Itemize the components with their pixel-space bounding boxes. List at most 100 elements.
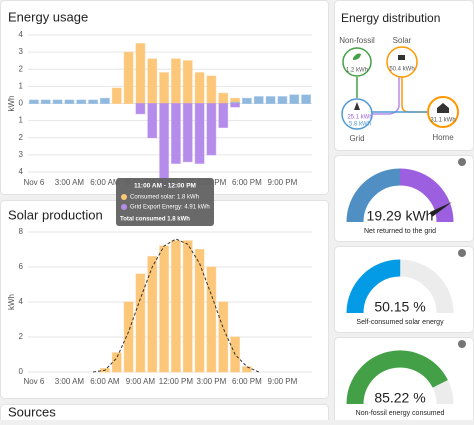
- bar: [301, 94, 311, 104]
- bar: [182, 240, 193, 373]
- bar: [242, 97, 252, 105]
- node: [341, 98, 373, 130]
- bar: [218, 103, 229, 128]
- bar: [242, 366, 252, 373]
- bar: [253, 96, 264, 105]
- y-tick-label: 2: [19, 133, 24, 142]
- x-tick-label: Nov 6: [23, 377, 44, 386]
- y-tick-label: 1: [19, 116, 24, 125]
- bar: [265, 96, 276, 105]
- bar: [76, 99, 87, 104]
- tooltip: 11:00 AM - 12:00 PM Consumed solar: 1.8 k…: [116, 178, 214, 226]
- axis-label: kWh: [7, 294, 16, 310]
- card-title: Energy distribution: [341, 11, 440, 25]
- bar: [100, 97, 110, 105]
- gauge-label: Non-fossil energy consumed: [356, 410, 445, 417]
- x-tick-label: 6:00 PM: [232, 377, 262, 386]
- bar: [206, 75, 217, 104]
- bar: [194, 249, 205, 373]
- bar: [135, 103, 146, 115]
- x-tick-label: 6:00 AM: [90, 178, 120, 187]
- bar: [171, 58, 181, 104]
- y-tick-label: 4: [19, 167, 24, 176]
- node-label: Solar: [393, 36, 412, 45]
- bar: [289, 94, 300, 104]
- grid-export: 25.1 kWh: [347, 115, 372, 121]
- y-tick-label: 0: [19, 99, 24, 108]
- icons: [354, 55, 449, 113]
- bar: [230, 97, 240, 103]
- x-tick-label: 9:00 AM: [126, 377, 156, 386]
- x-tick-label: 6:00 PM: [232, 178, 262, 187]
- x-tick-label: 3:00 AM: [55, 377, 85, 386]
- x-tick-label: 9:00 PM: [268, 178, 298, 187]
- gauge-needle: [430, 202, 452, 217]
- bar: [40, 99, 51, 104]
- axis-label: kWh: [7, 96, 16, 112]
- bar: [277, 96, 288, 105]
- gauge-label: Net returned to the grid: [364, 228, 436, 235]
- info-icon: [458, 340, 466, 348]
- bar: [29, 99, 39, 104]
- bar: [194, 103, 205, 164]
- info-icon: [458, 249, 466, 257]
- bar: [182, 60, 193, 104]
- bar: [218, 92, 229, 104]
- bar: [171, 240, 181, 373]
- gauge-text: 50.15 %: [374, 299, 425, 315]
- gauge-import: [346, 168, 401, 223]
- card-title: Solar production: [8, 207, 103, 222]
- y-tick-label: 0: [19, 367, 24, 376]
- node-value: 31.1 kWh: [430, 118, 455, 124]
- bar: [206, 266, 217, 373]
- info-icon: [458, 158, 466, 166]
- gauge-text: 85.22 %: [374, 390, 425, 406]
- bar: [147, 103, 158, 139]
- gauge-text: 19.29 kWh: [367, 208, 434, 224]
- swatch: [121, 194, 127, 200]
- card-title: Sources: [8, 404, 56, 419]
- grid-import: 5.8 kWh: [349, 122, 371, 128]
- y-tick-label: 8: [19, 227, 24, 236]
- bar: [182, 103, 193, 163]
- bar: [111, 87, 122, 105]
- x-tick-label: 3:00 AM: [55, 178, 85, 187]
- x-tick-label: 9:00 PM: [268, 377, 298, 386]
- bar: [230, 103, 240, 108]
- node: [386, 46, 418, 78]
- gauge-value: [346, 350, 448, 405]
- bar: [159, 103, 169, 189]
- y-tick-label: 3: [19, 47, 24, 56]
- bar: [194, 72, 205, 105]
- tooltip-total: Total consumed 1.8 kWh: [120, 217, 190, 223]
- bar: [111, 352, 122, 373]
- bar: [88, 99, 98, 104]
- node-value: 1.2 kWh: [346, 68, 368, 74]
- y-tick-label: 4: [19, 30, 24, 39]
- y-tick-label: 6: [19, 262, 24, 271]
- tooltip-title: 11:00 AM - 12:00 PM: [134, 183, 196, 190]
- tooltip-box: [116, 178, 214, 226]
- bar: [159, 72, 169, 105]
- gauge-export: [399, 168, 454, 223]
- bar: [135, 273, 146, 373]
- gauge-value: [346, 259, 401, 314]
- tooltip-line: Consumed solar: 1.8 kWh: [130, 195, 199, 201]
- gauge-label: Self-consumed solar energy: [356, 319, 444, 326]
- bar: [147, 256, 158, 373]
- x-tick-label: 6:00 AM: [90, 377, 120, 386]
- bar: [135, 43, 146, 104]
- bar: [123, 51, 134, 104]
- y-tick-label: 3: [19, 150, 24, 159]
- bar: [159, 245, 169, 373]
- bar: [147, 58, 158, 104]
- tooltip-line: Grid Export Energy: 4.91 kWh: [130, 205, 210, 211]
- leaf-icon: [353, 53, 361, 60]
- x-tick-label: Nov 6: [23, 178, 44, 187]
- x-tick-label: 12:00 PM: [159, 377, 194, 386]
- card-title: Energy usage: [8, 9, 88, 24]
- flows: [356, 77, 428, 115]
- node-label: Grid: [349, 134, 364, 143]
- bar: [52, 99, 63, 104]
